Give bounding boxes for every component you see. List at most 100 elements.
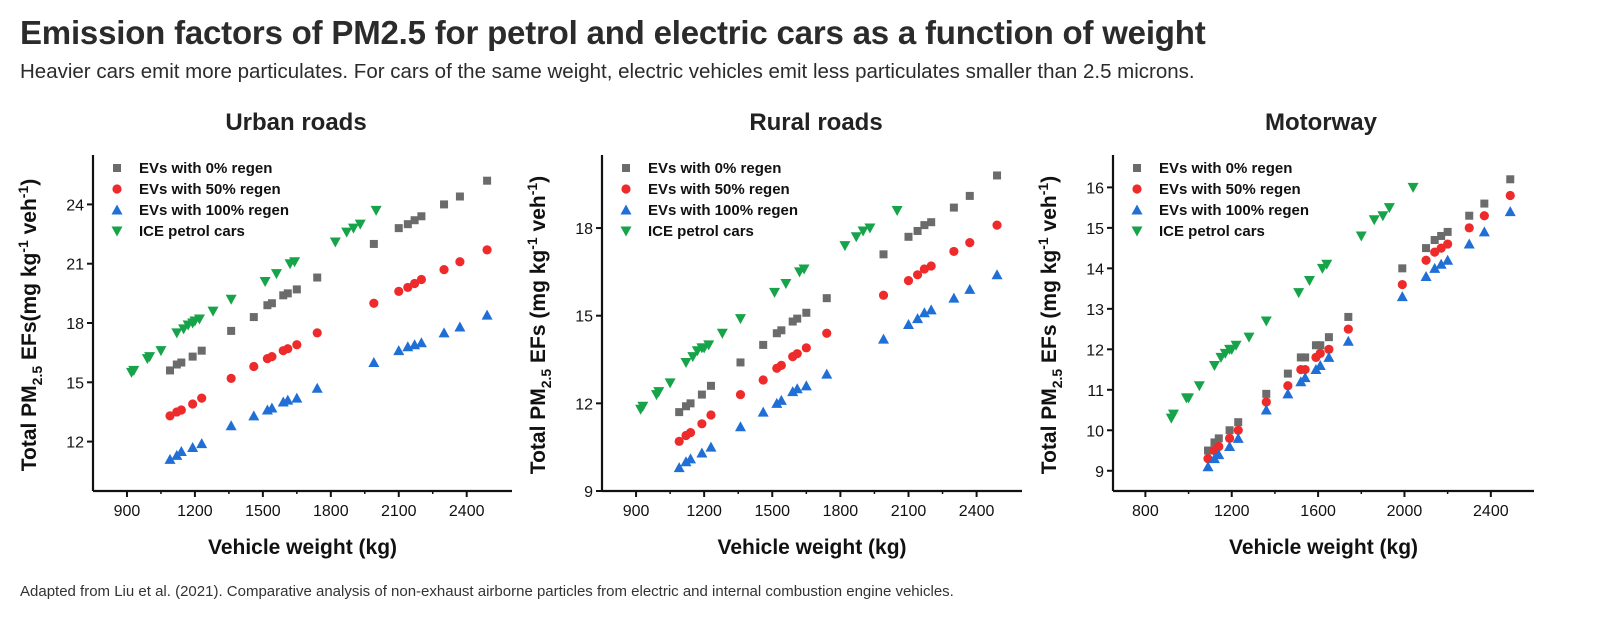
y-axis-label-part: -1 xyxy=(15,240,31,253)
chart-panel-0: Urban roads 900 1200 1500 1800 2100 2400 12 15 18… xyxy=(15,109,512,559)
x-tick-label: 1200 xyxy=(686,503,722,520)
data-point xyxy=(736,358,745,367)
data-point xyxy=(822,328,832,338)
data-point xyxy=(197,393,207,403)
data-point xyxy=(965,238,975,248)
data-point xyxy=(177,358,186,367)
data-point xyxy=(913,226,922,235)
data-point xyxy=(1396,291,1408,302)
data-point xyxy=(266,402,278,413)
data-point xyxy=(680,357,692,368)
legend-label: EVs with 100% regen xyxy=(139,202,289,219)
panel-title: Motorway xyxy=(1265,109,1378,136)
y-axis-label-part: ) xyxy=(527,176,550,183)
data-point xyxy=(788,317,797,326)
data-point xyxy=(225,294,237,305)
data-point xyxy=(949,203,958,212)
y-axis-label-part: -1 xyxy=(524,183,540,196)
data-point xyxy=(902,318,914,329)
data-point xyxy=(1343,324,1353,334)
data-point xyxy=(1243,332,1255,343)
data-point xyxy=(166,366,175,375)
data-point xyxy=(1262,389,1271,398)
data-point xyxy=(1232,432,1244,443)
data-point xyxy=(1368,215,1380,226)
y-axis-label-part: 2.5 xyxy=(29,366,45,386)
data-point xyxy=(776,360,786,370)
data-point xyxy=(311,382,323,393)
data-point xyxy=(716,328,728,339)
data-point xyxy=(1208,361,1220,372)
data-point xyxy=(1283,369,1292,378)
figure-title: Emission factors of PM2.5 for petrol and… xyxy=(20,14,1206,51)
data-point xyxy=(1506,175,1515,184)
legend-marker xyxy=(620,226,632,237)
data-point xyxy=(1193,381,1205,392)
data-point xyxy=(904,232,913,241)
data-point xyxy=(1299,372,1311,383)
data-point xyxy=(369,298,379,308)
data-point xyxy=(771,397,783,408)
series-0 xyxy=(675,171,1002,417)
x-tick-label: 2100 xyxy=(381,503,417,520)
series-2 xyxy=(673,269,1003,473)
data-point xyxy=(680,456,692,467)
data-point xyxy=(370,205,382,216)
y-axis-label-part: veh xyxy=(18,198,41,240)
data-point xyxy=(1283,381,1293,391)
data-point xyxy=(637,401,649,412)
legend-marker xyxy=(113,164,121,172)
data-point xyxy=(791,383,803,394)
x-axis-label: Vehicle weight (kg) xyxy=(1229,536,1418,559)
data-point xyxy=(1230,340,1242,351)
data-point xyxy=(1315,348,1325,358)
y-tick-label: 9 xyxy=(1095,464,1104,481)
data-point xyxy=(1213,449,1225,460)
data-point xyxy=(282,394,294,405)
data-point xyxy=(1167,409,1179,420)
data-point xyxy=(1505,190,1515,201)
legend-marker xyxy=(1133,164,1141,172)
data-point xyxy=(992,220,1002,230)
y-tick-label: 24 xyxy=(66,197,84,214)
data-point xyxy=(403,282,413,293)
data-point xyxy=(1420,270,1432,281)
legend-marker xyxy=(112,184,122,194)
figure-subtitle: Heavier cars emit more particulates. For… xyxy=(20,60,1195,83)
legend-label: EVs with 0% regen xyxy=(648,160,781,177)
data-point xyxy=(1398,264,1407,273)
y-tick-label: 18 xyxy=(575,221,593,238)
legend-marker xyxy=(1131,204,1143,215)
data-point xyxy=(188,352,197,361)
series-3 xyxy=(635,206,903,415)
data-point xyxy=(1321,259,1333,270)
y-axis-label-part: -1 xyxy=(524,237,540,250)
x-tick-label: 2400 xyxy=(959,503,995,520)
legend-label: ICE petrol cars xyxy=(139,223,245,240)
data-point xyxy=(1296,353,1305,362)
data-point xyxy=(1202,461,1214,472)
data-point xyxy=(1323,351,1335,362)
data-point xyxy=(341,227,353,238)
data-point xyxy=(798,264,810,275)
series-1 xyxy=(1203,190,1515,464)
y-axis-label: Total PM2.5 EFs (mg kg-1 veh-1) xyxy=(1035,176,1065,474)
data-point xyxy=(925,304,937,315)
data-point xyxy=(267,299,276,308)
y-tick-label: 15 xyxy=(66,375,84,392)
data-point xyxy=(839,241,851,252)
data-point xyxy=(705,441,717,452)
data-point xyxy=(1397,279,1407,290)
data-point xyxy=(1344,312,1353,321)
data-point xyxy=(164,453,176,464)
y-tick-label: 16 xyxy=(1086,180,1104,197)
data-point xyxy=(259,276,271,287)
data-point xyxy=(1435,258,1447,269)
data-point xyxy=(777,326,786,335)
series-3 xyxy=(1165,182,1419,424)
data-point xyxy=(857,226,869,237)
data-point xyxy=(1300,364,1310,375)
data-point xyxy=(1210,438,1219,447)
data-point xyxy=(878,290,889,300)
data-point xyxy=(289,257,301,268)
